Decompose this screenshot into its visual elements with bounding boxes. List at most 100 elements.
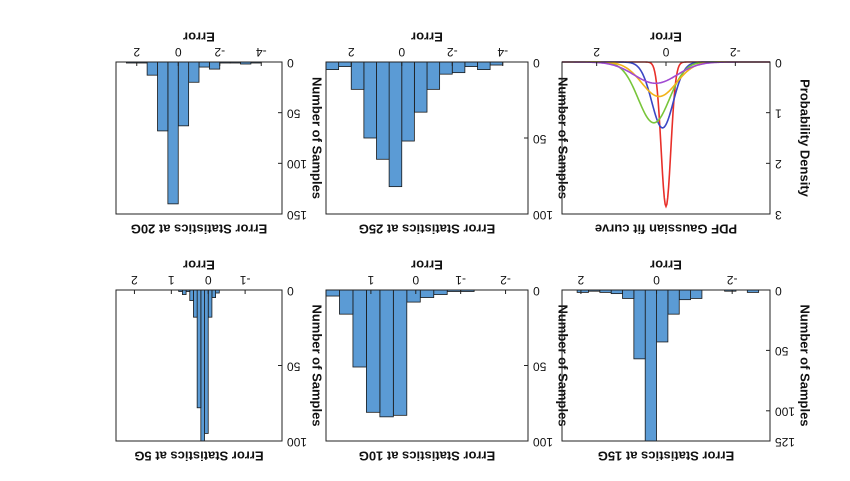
histogram-bar	[392, 289, 408, 416]
x-axis-label: Error	[411, 30, 443, 45]
y-axis-label: Number of Samples	[798, 304, 813, 426]
x-tick-label: 0	[175, 45, 182, 59]
chart-panel: -2 -1 0 1 0 50 100 Error Number of Samples Error …	[325, 258, 571, 464]
y-tick-label: 2	[775, 157, 782, 171]
chart-caption: Error Statistics at 5G	[134, 449, 263, 464]
y-axis-label: Probability Density	[798, 79, 813, 198]
y-tick-label: 100	[533, 208, 553, 222]
x-tick-label: 2	[577, 273, 584, 287]
x-axis-label: Error	[183, 30, 215, 45]
chart-panel: -1 0 1 2 0 50 100 Error Number of Samples Error S…	[115, 258, 325, 464]
histogram-bar	[189, 289, 194, 301]
y-axis-label: Number of Samples	[310, 304, 325, 426]
histogram-bar	[633, 289, 646, 360]
x-tick-label: -4	[256, 45, 267, 59]
y-tick-label: 0	[287, 56, 294, 70]
y-axis-label: Number of Samples	[556, 304, 571, 426]
x-tick-label: 2	[593, 45, 600, 59]
histogram-bar	[433, 289, 448, 295]
histogram-bar	[325, 289, 340, 297]
histogram-bar	[426, 61, 441, 90]
axes-box	[561, 289, 771, 442]
y-tick-label: 0	[775, 56, 782, 70]
histogram-bar	[352, 289, 367, 368]
y-tick-label: 50	[533, 132, 547, 146]
histogram-bar	[366, 289, 381, 413]
x-axis-label: Error	[411, 258, 443, 273]
histogram-bar	[610, 289, 623, 295]
histogram-bar	[656, 289, 669, 343]
histogram-bar	[451, 61, 466, 74]
x-tick-label: -1	[239, 273, 250, 287]
y-tick-label: 100	[533, 435, 553, 449]
x-tick-label: -2	[500, 273, 511, 287]
chart-panel: -2 0 2 0 50 100 125 Error Number of Samples Error…	[561, 258, 813, 464]
y-tick-label: 0	[533, 56, 540, 70]
chart-caption: Error Statistics at 20G	[131, 222, 268, 237]
y-tick-label: 0	[775, 284, 782, 298]
y-tick-label: 0	[287, 284, 294, 298]
chart-caption: Error Statistics at 10G	[359, 449, 496, 464]
axes-box	[115, 61, 283, 215]
histogram-bar	[464, 61, 478, 67]
histogram-bar	[198, 61, 210, 68]
y-tick-label: 100	[287, 435, 307, 449]
y-tick-label: 150	[287, 208, 307, 222]
x-tick-label: 0	[205, 273, 212, 287]
y-tick-label: 100	[287, 157, 307, 171]
histogram-bar	[406, 289, 421, 303]
histogram-bar	[211, 289, 216, 298]
chart-caption: Error Statistics at 15G	[598, 449, 735, 464]
histogram-bar	[338, 61, 352, 67]
x-tick-label: -2	[214, 45, 225, 59]
histogram-bar	[350, 61, 365, 90]
histogram-bar	[413, 61, 428, 113]
x-tick-label: 1	[367, 273, 374, 287]
chart-caption: Error Statistics at 25G	[359, 222, 496, 237]
histogram-bar	[167, 61, 179, 205]
x-tick-label: 0	[398, 45, 405, 59]
histogram-bar	[678, 289, 691, 301]
y-tick-label: 50	[775, 344, 789, 358]
gaussian-curve	[562, 61, 770, 124]
x-tick-label: -2	[730, 45, 741, 59]
y-tick-label: 50	[287, 359, 301, 373]
y-tick-label: 1	[775, 106, 782, 120]
chart-caption: PDF Gaussian fit curve	[595, 222, 737, 237]
histogram-bar	[477, 61, 491, 71]
x-axis-label: Error	[183, 258, 215, 273]
y-tick-label: 50	[287, 106, 301, 120]
axes-box	[561, 61, 771, 215]
chart-panel: -4 -2 0 2 0 50 100 150 Error Number of Samples Err…	[115, 30, 325, 237]
histogram-bar	[644, 289, 657, 442]
histogram-bar	[200, 289, 205, 442]
histogram-bar	[622, 289, 635, 299]
histogram-bar	[667, 289, 680, 315]
gaussian-curve	[562, 61, 770, 98]
histogram-bar	[207, 289, 213, 318]
histogram-bar	[363, 61, 377, 139]
histogram-bar	[388, 61, 403, 188]
histogram-bar	[196, 289, 202, 409]
x-tick-label: -2	[727, 273, 738, 287]
x-axis-label: Error	[650, 258, 682, 273]
x-tick-label: 0	[653, 273, 660, 287]
histogram-bar	[379, 289, 394, 418]
x-tick-label: -4	[497, 45, 508, 59]
x-axis-label: Error	[650, 30, 682, 45]
chart-panel: -2 0 2 0 1 2 3 Error Probability Density PDF Gaus…	[561, 30, 813, 237]
y-tick-label: 125	[775, 435, 795, 449]
histogram-bar	[419, 289, 435, 298]
histogram-bar	[188, 61, 200, 83]
x-tick-label: 0	[412, 273, 419, 287]
x-tick-label: 1	[168, 273, 175, 287]
gaussian-curve	[562, 61, 770, 129]
histogram-bar	[325, 61, 340, 71]
histogram-bar	[439, 61, 453, 75]
histogram-bar	[157, 61, 169, 132]
histogram-bar	[146, 61, 158, 76]
y-tick-label: 3	[775, 208, 782, 222]
x-tick-label: -1	[455, 273, 466, 287]
histogram-bar	[177, 61, 190, 127]
